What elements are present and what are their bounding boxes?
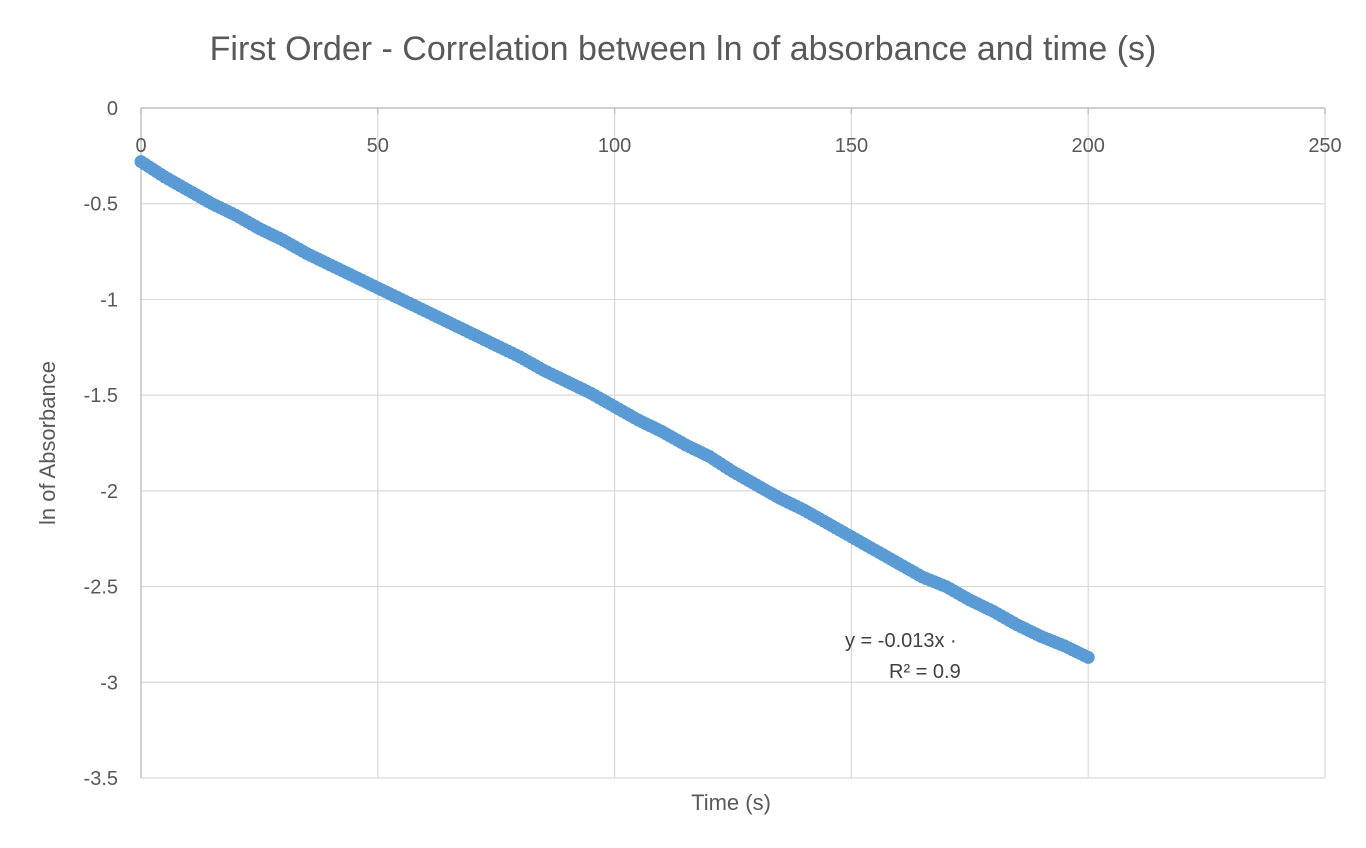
trendline-equation: y = -0.013x · bbox=[845, 630, 957, 652]
axes bbox=[140, 107, 1326, 778]
y-tick-labels: 0 -0.5 -1 -1.5 -2 -2.5 -3 -3.5 bbox=[84, 98, 118, 790]
y-tick-label: -0.5 bbox=[84, 194, 118, 216]
x-tick-labels: 0 50 100 150 200 250 bbox=[135, 135, 1341, 157]
chart-title: First Order - Correlation between ln of … bbox=[210, 30, 1157, 68]
x-tick-label: 100 bbox=[598, 135, 631, 157]
y-tick-label: -2 bbox=[100, 481, 118, 503]
y-axis-label: ln of Absorbance bbox=[35, 361, 60, 525]
y-tick-label: -3 bbox=[100, 672, 118, 694]
y-tick-label: -1.5 bbox=[84, 385, 118, 407]
x-axis-label: Time (s) bbox=[691, 790, 771, 815]
x-tick-label: 50 bbox=[367, 135, 389, 157]
x-tick-label: 150 bbox=[835, 135, 868, 157]
trendline-r-squared: R² = 0.9 bbox=[889, 661, 961, 683]
x-tick-label: 250 bbox=[1308, 135, 1341, 157]
y-tick-label: -2.5 bbox=[84, 577, 118, 599]
y-tick-label: -1 bbox=[100, 289, 118, 311]
x-tick-label: 0 bbox=[135, 135, 146, 157]
data-point bbox=[1081, 650, 1095, 664]
gridlines bbox=[141, 108, 1326, 779]
data-points bbox=[134, 155, 1095, 664]
y-tick-label: -3.5 bbox=[84, 768, 118, 790]
y-tick-label: 0 bbox=[107, 98, 118, 120]
x-tick-label: 200 bbox=[1072, 135, 1105, 157]
